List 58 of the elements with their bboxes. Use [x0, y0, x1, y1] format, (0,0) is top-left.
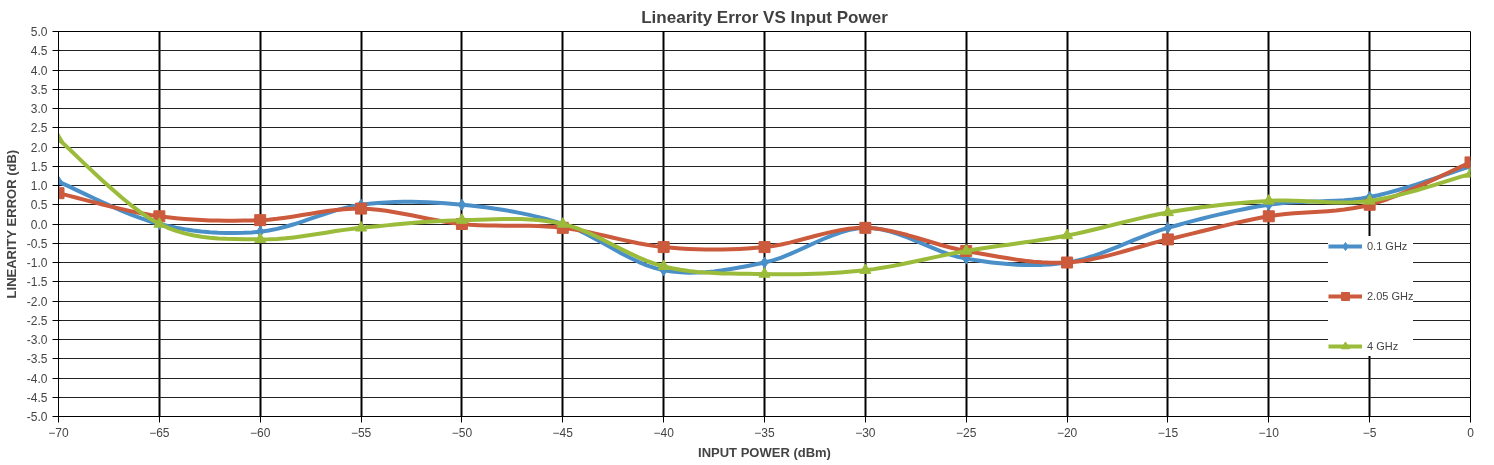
y-tick-label: -2.5: [26, 313, 48, 328]
y-tick-label: -0.5: [26, 236, 48, 251]
y-tick-label: 0.5: [30, 198, 48, 213]
x-tick-label: −30: [855, 425, 876, 440]
point: [657, 241, 670, 254]
y-tick-label: -4.0: [26, 371, 48, 386]
point: [758, 241, 771, 254]
x-tick-label: −45: [552, 425, 574, 440]
point: [254, 214, 267, 227]
x-tick-label: −35: [754, 425, 775, 440]
y-tick-label: -1.0: [26, 256, 48, 270]
x-tick-label: −50: [451, 425, 473, 440]
y-tick-label: 1.0: [30, 179, 48, 193]
y-tick-label: 3.5: [30, 82, 48, 97]
point: [1262, 194, 1275, 205]
point: [1262, 210, 1275, 223]
x-tick-label: −25: [956, 425, 977, 440]
point: [1161, 233, 1174, 246]
x-tick-label: 0: [1467, 425, 1475, 440]
point: [657, 259, 670, 271]
chart-title: Linearity Error VS Input Power: [641, 7, 889, 27]
point: [355, 221, 368, 232]
y-tick-label: 0.0: [30, 217, 48, 232]
point: [859, 263, 872, 274]
legend-label: 0.1 GHz: [1367, 240, 1408, 252]
y-tick-label: 2.5: [30, 121, 48, 136]
x-axis-title: INPUT POWER (dBm): [698, 444, 831, 460]
x-tick-label: −55: [350, 425, 372, 440]
y-axis-title: LINEARITY ERROR (dB): [3, 149, 19, 299]
x-tick-label: −5: [1362, 425, 1377, 440]
x-tick-label: −15: [1157, 425, 1179, 440]
x-tick-label: −20: [1056, 425, 1078, 440]
point: [355, 202, 368, 215]
y-tick-label: -3.5: [26, 352, 48, 367]
y-tick-label: 1.5: [30, 159, 48, 174]
point: [455, 213, 468, 224]
point: [1161, 205, 1174, 217]
y-tick-label: 5.0: [30, 25, 48, 39]
y-tick-label: 4.5: [30, 44, 48, 59]
y-tick-label: 2.0: [30, 140, 48, 155]
legend-label: 2.05 GHz: [1367, 290, 1414, 302]
y-tick-label: -4.5: [26, 390, 48, 405]
point: [254, 232, 267, 244]
legend-label: 4 GHz: [1367, 340, 1399, 352]
y-tick-label: 3.0: [30, 102, 48, 116]
x-tick-label: −10: [1258, 425, 1280, 440]
point: [758, 267, 771, 278]
point: [1163, 221, 1173, 234]
point: [1061, 228, 1074, 240]
y-tick-label: -3.0: [26, 333, 48, 347]
y-tick-label: 4.0: [30, 63, 48, 78]
y-tick-label: -2.0: [26, 294, 48, 309]
y-tick-label: -5.0: [26, 410, 48, 424]
x-tick-label: −60: [250, 425, 271, 440]
x-tick-label: −40: [653, 425, 675, 440]
y-tick-label: -1.5: [26, 275, 48, 290]
x-tick-label: −70: [48, 425, 69, 440]
x-tick-label: −65: [149, 425, 170, 440]
